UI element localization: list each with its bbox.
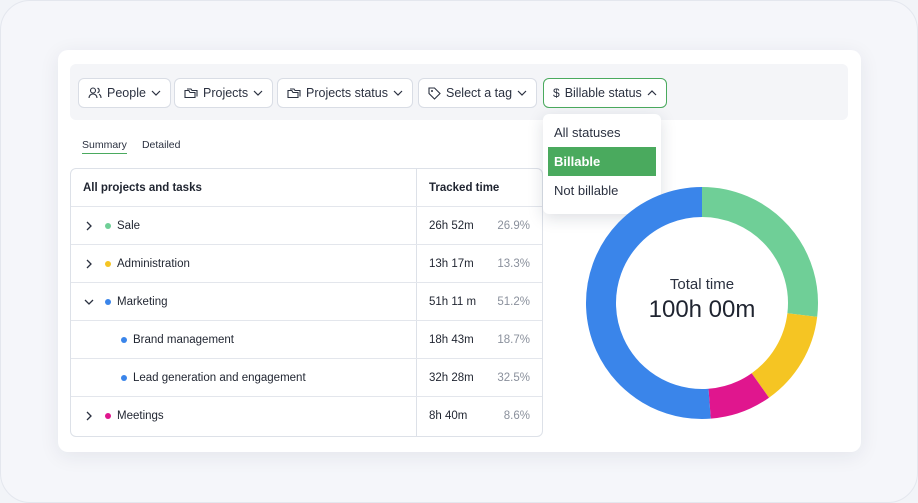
header-tracked-time: Tracked time: [429, 181, 500, 194]
table-row[interactable]: Meetings 8h 40m 8.6%: [71, 397, 542, 435]
row-name: Meetings: [117, 410, 164, 422]
row-time: 51h 11 m: [429, 295, 477, 308]
row-name: Sale: [117, 219, 141, 232]
billable-status-filter-label: Billable status: [564, 86, 642, 100]
chevron-up-icon: [647, 90, 657, 96]
dropdown-option-all-statuses[interactable]: All statuses: [554, 125, 621, 140]
chevron-right-icon[interactable]: [83, 258, 95, 270]
color-dot: [105, 260, 111, 267]
color-dot: [121, 374, 127, 381]
dollar-icon: $: [553, 86, 560, 100]
row-time: 13h 17m: [429, 257, 474, 270]
chevron-right-icon[interactable]: [83, 220, 95, 232]
projects-filter-label: Projects: [203, 86, 249, 100]
chevron-down-icon: [393, 90, 403, 96]
tag-filter-label: Select a tag: [446, 86, 513, 100]
header-projects-tasks: All projects and tasks: [83, 181, 202, 194]
row-percentage: 8.6%: [503, 410, 530, 422]
projects-filter-button[interactable]: Projects: [174, 78, 274, 108]
donut-segment-sale: [701, 187, 818, 317]
donut-segment-administration: [751, 312, 818, 398]
color-dot: [121, 336, 127, 343]
table-row[interactable]: Marketing 51h 11 m 51.2%: [71, 283, 542, 321]
tab-detailed[interactable]: Detailed: [141, 139, 181, 151]
view-tabs: Summary Detailed: [82, 139, 180, 154]
chevron-down-icon[interactable]: [83, 296, 95, 308]
color-dot: [105, 413, 111, 419]
projects-table: All projects and tasks Tracked time Sale…: [70, 168, 543, 437]
color-dot: [105, 298, 111, 305]
color-dot: [105, 222, 111, 229]
billable-status-filter-button[interactable]: $ Billable status: [543, 78, 667, 108]
row-time: 26h 52m: [429, 219, 474, 232]
dropdown-option-not-billable[interactable]: Not billable: [554, 183, 619, 198]
row-time: 18h 43m: [429, 333, 474, 346]
row-percentage: 18.7%: [497, 333, 530, 346]
folder-icon: [287, 87, 301, 98]
row-time: 32h 28m: [429, 371, 474, 384]
table-header-row: All projects and tasks Tracked time: [71, 169, 542, 207]
chevron-down-icon: [517, 90, 527, 96]
donut-label: Total time: [669, 276, 735, 293]
people-icon: [88, 87, 102, 99]
row-percentage: 26.9%: [497, 219, 530, 232]
folder-icon: [184, 87, 198, 98]
row-name: Administration: [117, 257, 190, 270]
row-name: Marketing: [117, 295, 168, 308]
row-percentage: 13.3%: [497, 257, 530, 270]
projects-status-filter-button[interactable]: Projects status: [277, 78, 413, 108]
donut-segment-meetings: [707, 372, 769, 419]
people-filter-label: People: [107, 86, 146, 100]
chevron-down-icon: [253, 90, 263, 96]
chevron-down-icon: [151, 90, 161, 96]
donut-segment-marketing: [586, 187, 711, 419]
people-filter-button[interactable]: People: [78, 78, 171, 108]
row-time: 8h 40m: [429, 410, 468, 422]
dropdown-option-billable[interactable]: Billable: [548, 147, 656, 176]
row-percentage: 51.2%: [497, 295, 530, 308]
column-divider: [416, 169, 417, 436]
chevron-right-icon[interactable]: [83, 410, 95, 422]
donut-center: Total time 100h 00m: [585, 276, 819, 324]
donut-value: 100h 00m: [648, 296, 756, 323]
tag-icon: [428, 86, 441, 100]
row-percentage: 32.5%: [497, 371, 530, 384]
row-name: Brand management: [133, 333, 235, 346]
tag-filter-button[interactable]: Select a tag: [418, 78, 538, 108]
table-row[interactable]: Sale 26h 52m 26.9%: [71, 207, 542, 245]
billable-status-dropdown: All statuses Billable Not billable: [543, 114, 661, 214]
table-row[interactable]: Lead generation and engagement 32h 28m 32.…: [71, 359, 542, 397]
tab-summary[interactable]: Summary: [82, 139, 127, 154]
projects-status-filter-label: Projects status: [306, 86, 388, 100]
table-row[interactable]: Brand management 18h 43m 18.7%: [71, 321, 542, 359]
total-time-donut-chart: [586, 187, 818, 419]
row-name: Lead generation and engagement: [133, 371, 306, 384]
table-row[interactable]: Administration 13h 17m 13.3%: [71, 245, 542, 283]
